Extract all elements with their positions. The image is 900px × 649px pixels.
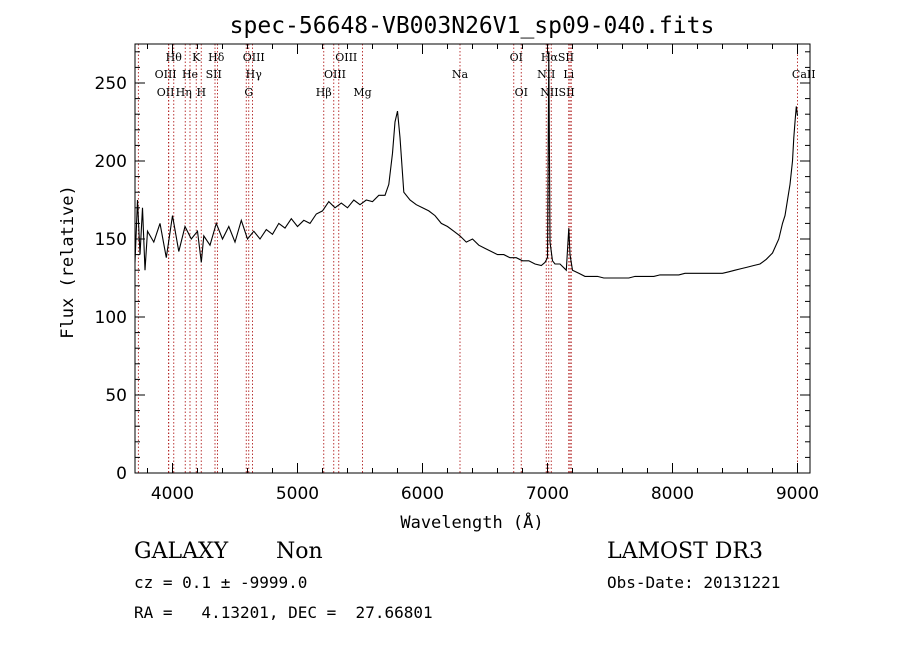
x-tick-label: 5000 <box>276 484 319 504</box>
spectrum-plot: spec-56648-VB003N26V1_sp09-040.fits Hθ K H… <box>58 13 819 533</box>
line-label-15: CaII <box>792 68 816 81</box>
line-label-13: NII <box>537 68 555 81</box>
line-label-9: SII <box>206 68 222 81</box>
x-tick-label: 7000 <box>526 484 569 504</box>
line-label-22: OI <box>515 86 528 99</box>
line-label-7: OIII <box>155 68 177 81</box>
x-tick-label: 6000 <box>401 484 444 504</box>
line-label-17: Hη <box>176 86 192 99</box>
coordinates: RA = 4.13201, DEC = 27.66801 <box>134 603 433 622</box>
x-tick-label: 9000 <box>776 484 819 504</box>
line-label-1: K <box>192 51 201 64</box>
line-label-21: Mg <box>353 86 371 99</box>
line-label-2: Hδ <box>208 51 225 64</box>
line-label-16: OII <box>157 86 175 99</box>
y-tick-label: 250 <box>95 74 127 94</box>
x-tick-label: 4000 <box>151 484 194 504</box>
line-labels: Hθ K Hδ OIII OIII OI HαSII OIII He SII Hγ OIII Na NII… <box>155 51 816 99</box>
line-label-14: Li <box>563 68 574 81</box>
axis-ticks: 4000 5000 6000 7000 8000 9000 0 50 100 150 200 250 <box>95 44 819 504</box>
line-label-0: Hθ <box>166 51 183 64</box>
y-tick-label: 0 <box>116 464 127 484</box>
survey-name: LAMOST DR3 <box>607 539 763 564</box>
line-label-10: Hγ <box>246 68 263 81</box>
redshift-cz: cz = 0.1 ± -9999.0 <box>134 573 308 592</box>
line-label-11: OIII <box>324 68 346 81</box>
y-tick-label: 50 <box>105 386 127 406</box>
x-tick-label: 8000 <box>651 484 694 504</box>
y-tick-label: 200 <box>95 152 127 172</box>
line-label-23: NIISII <box>540 86 575 99</box>
x-axis-label: Wavelength (Å) <box>400 511 543 533</box>
y-tick-label: 100 <box>95 308 127 328</box>
y-axis-label: Flux (relative) <box>58 185 78 339</box>
spectrum-line <box>134 51 799 279</box>
plot-frame <box>134 43 811 474</box>
obs-date: Obs-Date: 20131221 <box>607 573 781 592</box>
line-label-19: G <box>244 86 253 99</box>
line-label-5: OI <box>510 51 523 64</box>
y-tick-label: 150 <box>95 230 127 250</box>
object-subclass: Non <box>276 539 323 564</box>
object-class: GALAXY <box>134 539 229 564</box>
line-label-18: H <box>196 86 206 99</box>
line-label-8: He <box>182 68 198 81</box>
line-label-6: HαSII <box>541 51 574 64</box>
line-markers <box>137 44 798 473</box>
line-label-3: OIII <box>243 51 265 64</box>
line-label-4: OIII <box>335 51 357 64</box>
line-label-20: Hβ <box>316 86 332 99</box>
chart-title: spec-56648-VB003N26V1_sp09-040.fits <box>230 13 715 39</box>
line-label-12: Na <box>452 68 469 81</box>
